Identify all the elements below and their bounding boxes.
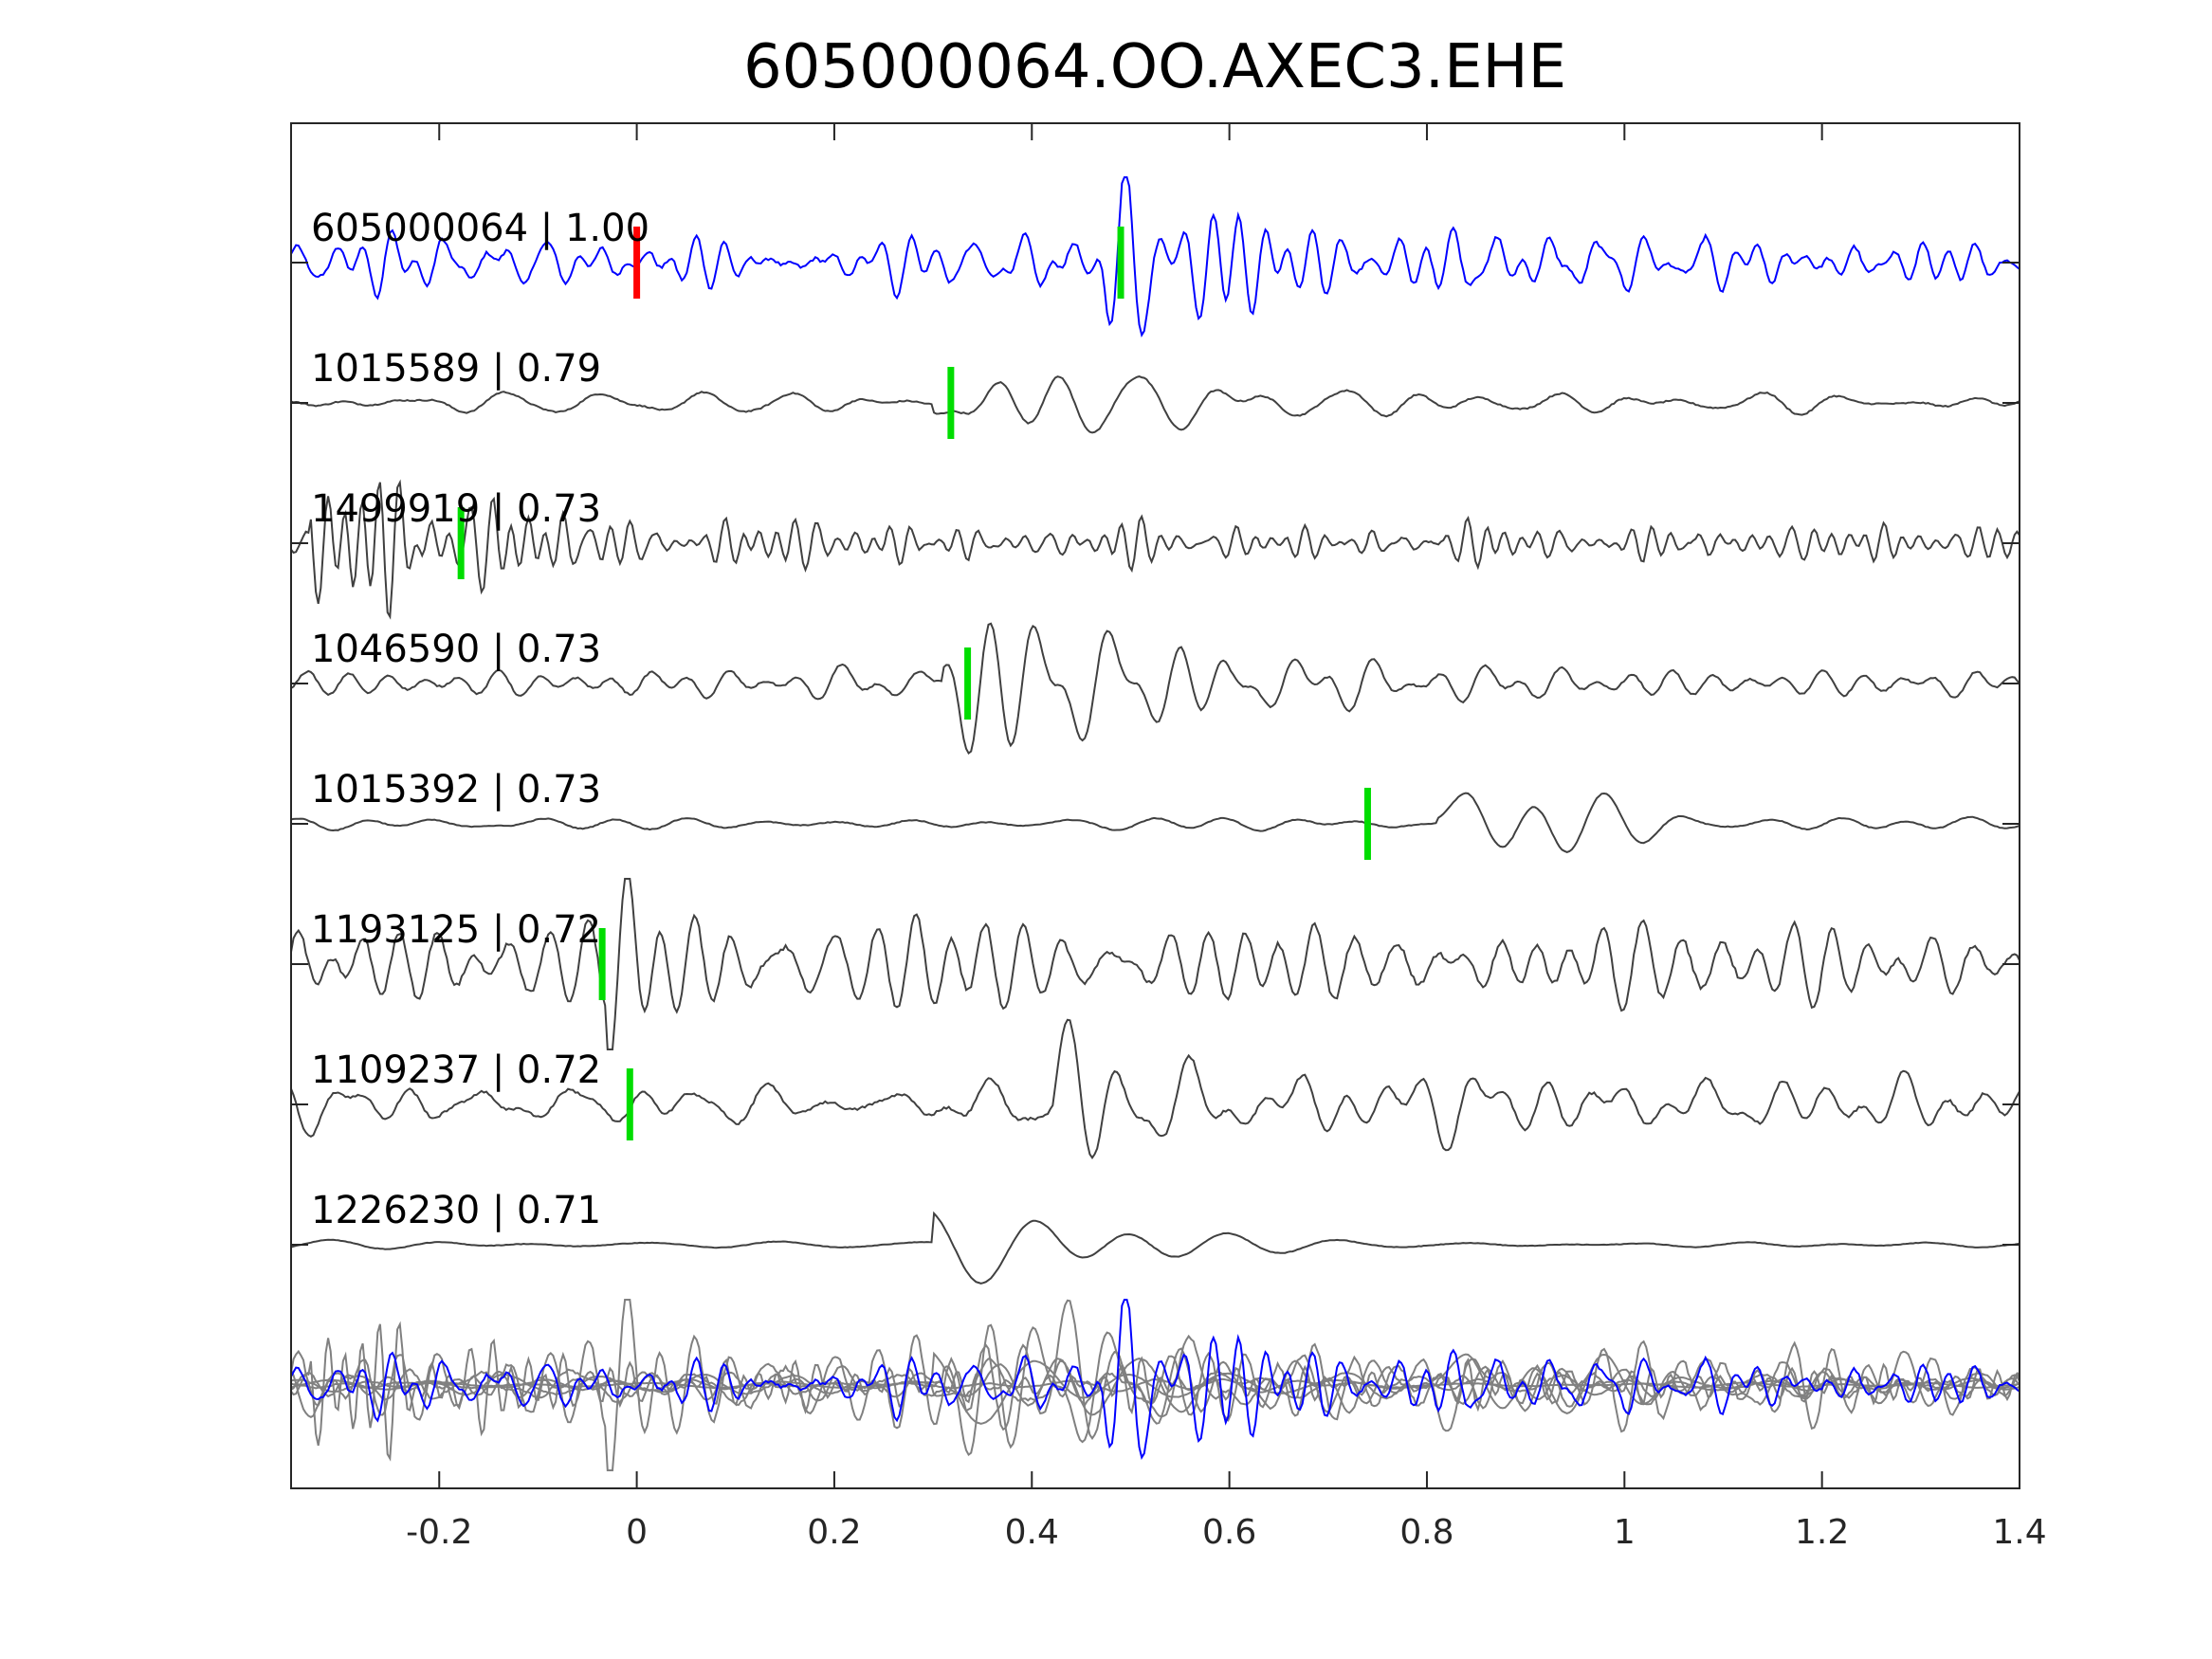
waveform-1015589 — [291, 375, 2020, 434]
stack-waveform — [291, 1299, 2020, 1440]
trace-label: 1226230 | 0.71 — [311, 1189, 601, 1232]
waveform-1226230 — [291, 1211, 2020, 1285]
x-tick-label: 0.8 — [1399, 1513, 1453, 1552]
waveform-605000064 — [291, 176, 2020, 337]
x-tick-label: 0.6 — [1202, 1513, 1256, 1552]
waveform-1499919 — [291, 479, 2020, 620]
trace-label: 1499919 | 0.73 — [311, 487, 601, 531]
trace-label: 1046590 | 0.73 — [311, 628, 601, 671]
trace-label: 1015589 | 0.79 — [311, 347, 601, 391]
x-tick-label: 0.4 — [1005, 1513, 1059, 1552]
x-tick-label: 0.2 — [807, 1513, 861, 1552]
x-tick-label: 1 — [1614, 1513, 1636, 1552]
trace-label: 1109237 | 0.72 — [311, 1048, 601, 1092]
waveform-1109237 — [291, 1018, 2020, 1159]
x-tick-label: 1.2 — [1795, 1513, 1849, 1552]
waveform-1193125 — [291, 878, 2020, 1050]
x-tick-label: 0 — [626, 1513, 648, 1552]
chart-title: 605000064.OO.AXEC3.EHE — [743, 32, 1566, 102]
trace-label: 1015392 | 0.73 — [311, 768, 601, 811]
x-tick-label: 1.4 — [1992, 1513, 2046, 1552]
trace-label: 1193125 | 0.72 — [311, 908, 601, 952]
stack-waveform — [291, 1321, 2020, 1462]
axes-frame — [290, 122, 2020, 1489]
waveform-1046590 — [291, 622, 2020, 756]
x-tick-label: -0.2 — [406, 1513, 472, 1552]
waveform-1015392 — [291, 792, 2020, 853]
stack-template-waveform — [291, 1299, 2020, 1460]
trace-label: 605000064 | 1.00 — [311, 207, 649, 250]
